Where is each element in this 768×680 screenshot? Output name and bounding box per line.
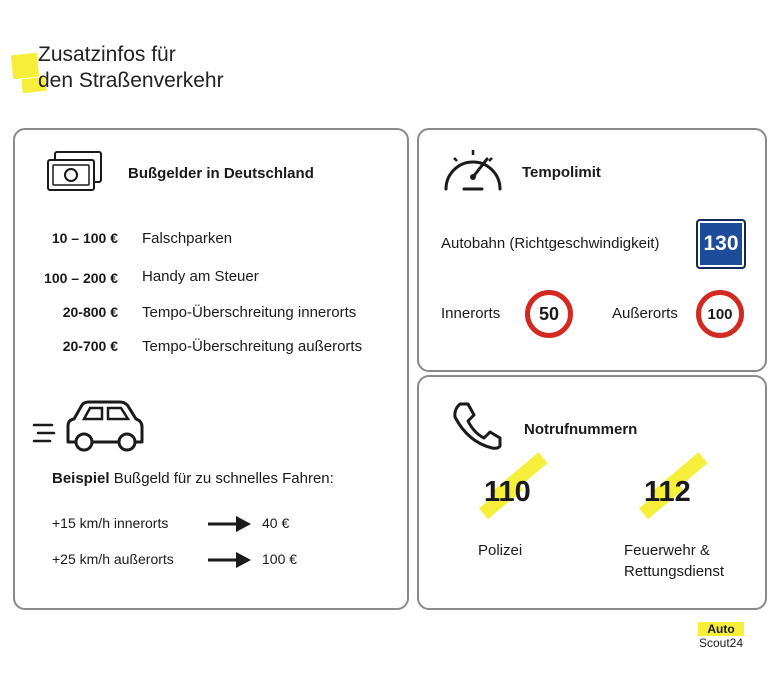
example-title-bold: Beispiel (52, 470, 110, 487)
fine-amount: 100 – 200 € (44, 270, 118, 286)
page-title-line2: den Straßenverkehr (38, 69, 224, 92)
emergency-title: Notrufnummern (524, 421, 638, 438)
autoscout24-logo: Auto Scout24 (698, 622, 744, 650)
fine-amount: 20-800 € (62, 304, 118, 320)
page-title-line1: Zusatzinfos für (38, 43, 176, 66)
police-label: Polizei (478, 542, 523, 559)
fine-description: Falschparken (142, 230, 233, 247)
arrow-right-icon (208, 552, 251, 568)
fine-description: Tempo-Überschreitung außerorts (142, 338, 363, 355)
example-amount: 40 € (262, 515, 290, 531)
emergency-card (417, 375, 767, 610)
autobahn-sign: 130 (696, 219, 746, 269)
fire-number: 112 (644, 476, 691, 508)
logo-bottom: Scout24 (698, 636, 744, 650)
fine-amount: 20-700 € (62, 338, 118, 354)
fire-label-line1: Feuerwehr & (624, 542, 710, 559)
page-title: Zusatzinfos für den Straßenverkehr (38, 42, 224, 94)
money-icon (47, 151, 102, 191)
ausserorts-label: Außerorts (612, 305, 678, 322)
logo-top: Auto (698, 622, 744, 636)
speedometer-icon (444, 150, 502, 191)
example-condition: +25 km/h außerorts (52, 551, 174, 567)
example-title: Beispiel Bußgeld für zu schnelles Fahren… (52, 470, 334, 487)
example-condition: +15 km/h innerorts (52, 515, 169, 531)
fine-description: Tempo-Überschreitung innerorts (142, 304, 357, 321)
innerorts-sign: 50 (525, 290, 573, 338)
arrow-right-icon (208, 516, 251, 532)
car-icon (32, 400, 144, 452)
speed-title: Tempolimit (522, 164, 601, 181)
ausserorts-sign: 100 (696, 290, 744, 338)
fines-card (13, 128, 409, 610)
example-title-rest: Bußgeld für zu schnelles Fahren: (109, 470, 334, 487)
fire-label-line2: Rettungsdienst (624, 563, 725, 580)
fines-title: Bußgelder in Deutschland (128, 165, 314, 182)
example-amount: 100 € (262, 551, 298, 567)
police-number: 110 (484, 476, 531, 508)
autobahn-label: Autobahn (Richtgeschwindigkeit) (441, 235, 660, 252)
fine-amount: 10 – 100 € (51, 230, 118, 246)
fine-description: Handy am Steuer (142, 268, 259, 285)
title-highlight (10, 52, 40, 80)
phone-icon (453, 402, 502, 450)
innerorts-label: Innerorts (441, 305, 501, 322)
